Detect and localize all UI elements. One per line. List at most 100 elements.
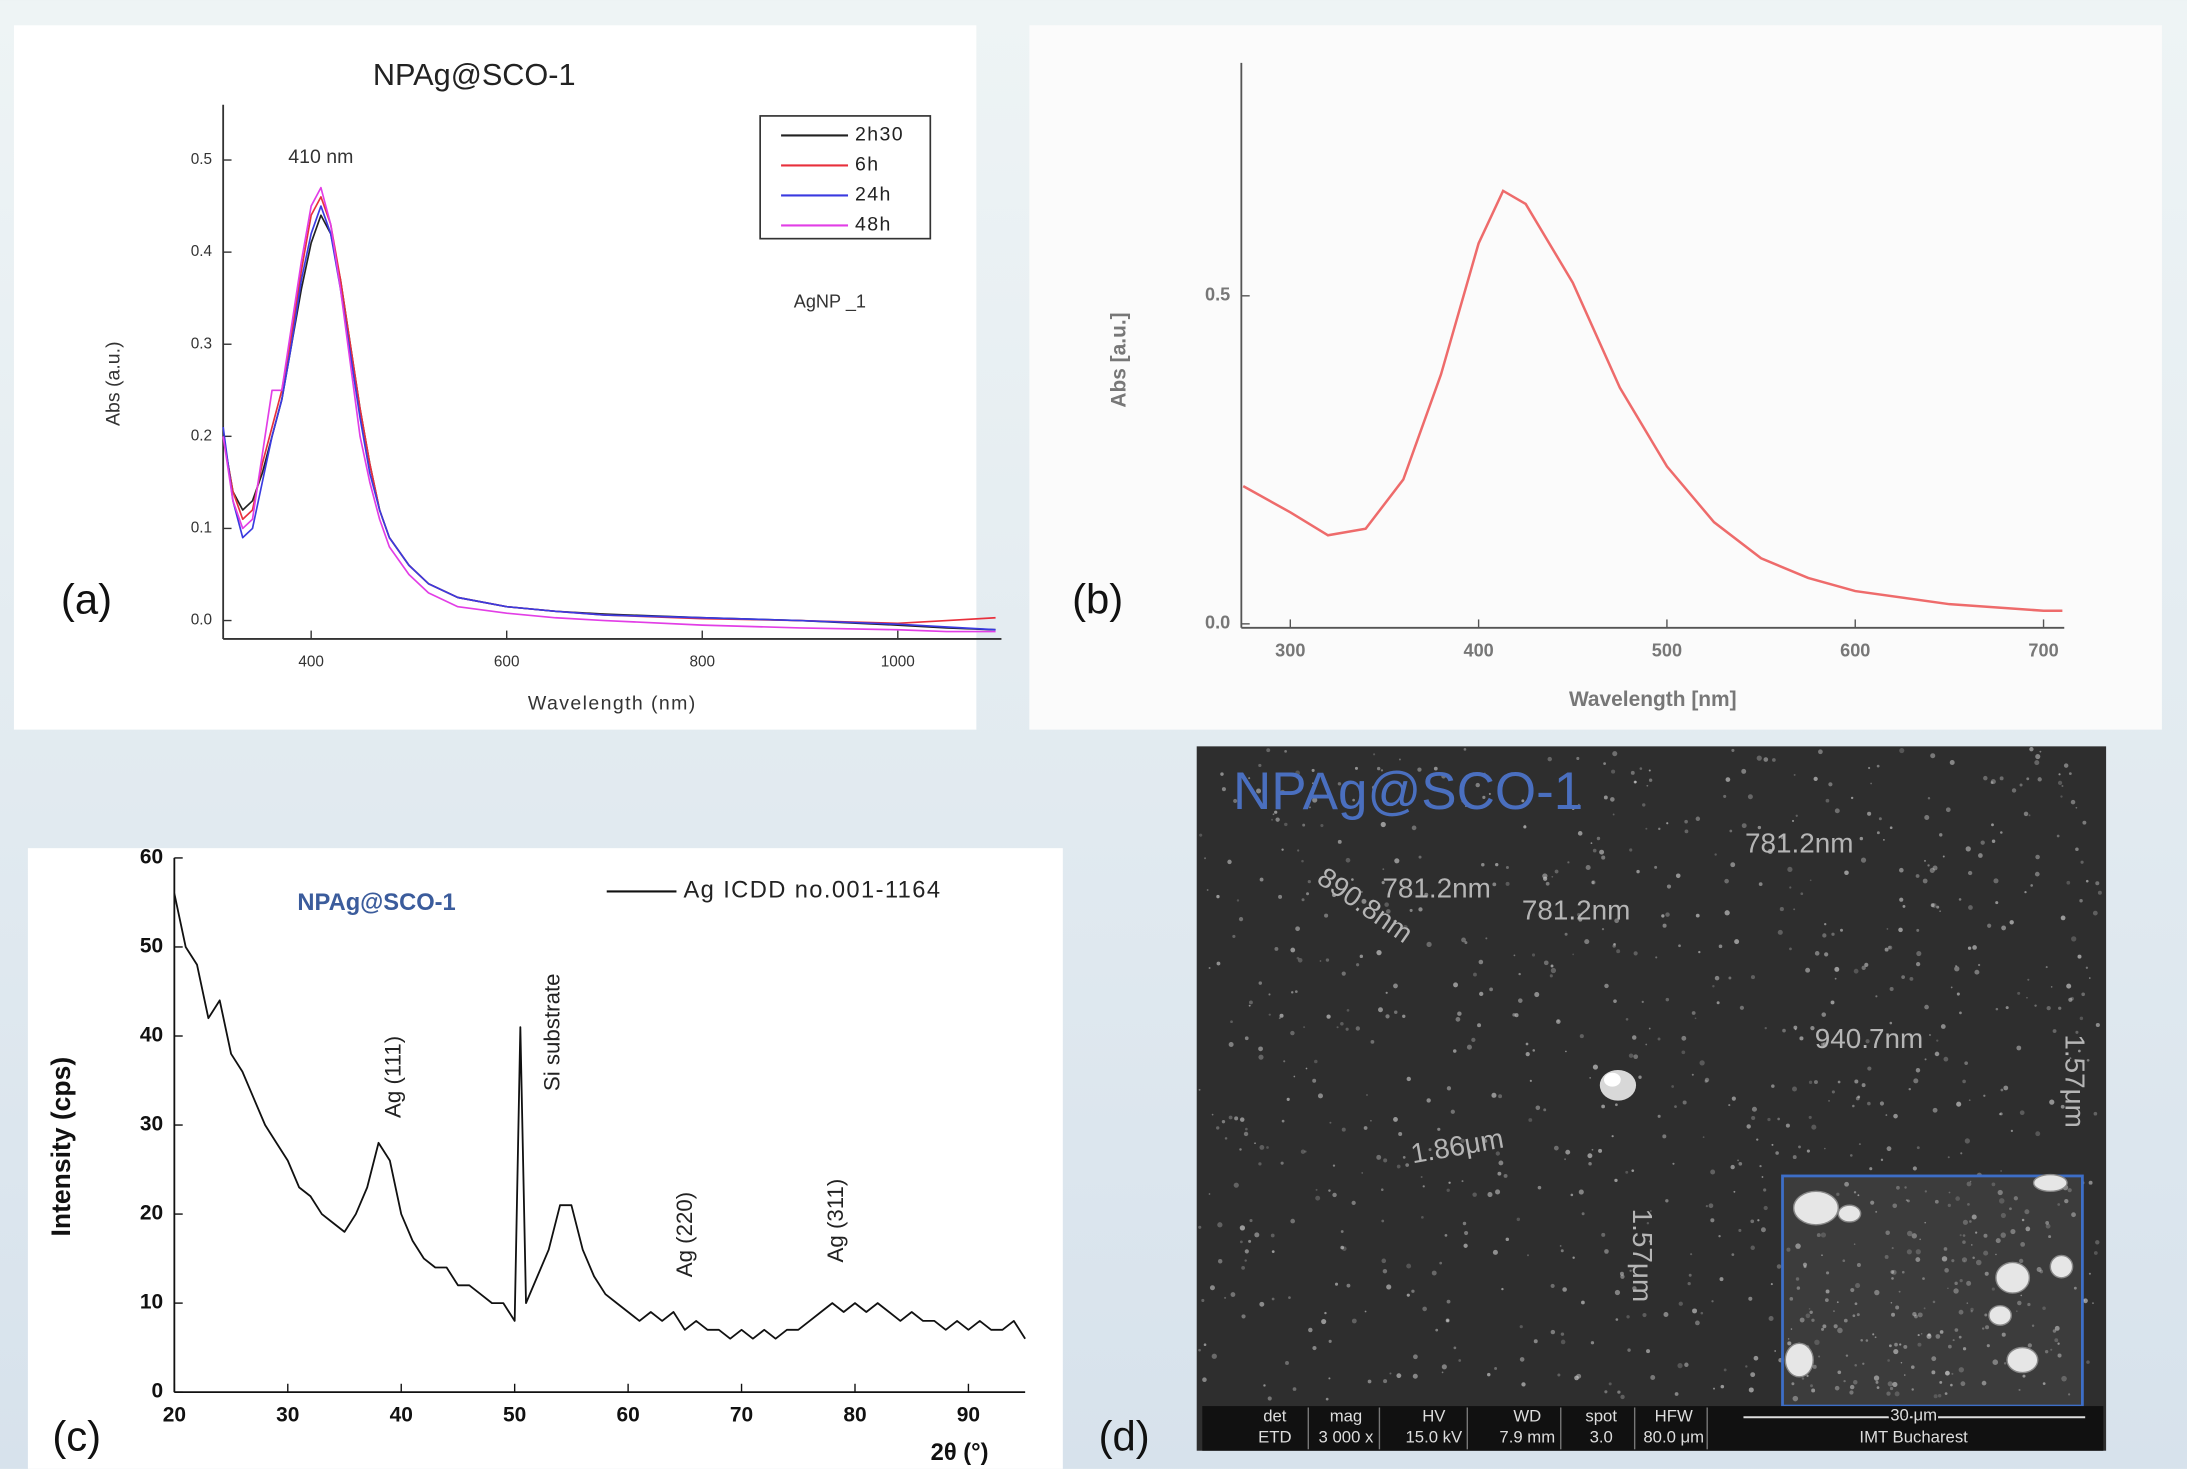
particle [2075, 847, 2079, 852]
particle [1380, 769, 1384, 772]
particle [1259, 1301, 1265, 1307]
particle [1711, 1300, 1714, 1303]
particle [1738, 1161, 1743, 1166]
inset-texture [1790, 1328, 1793, 1330]
inset-texture [1984, 1271, 1989, 1276]
inset-texture [1917, 1312, 1923, 1318]
particle [1764, 1026, 1767, 1030]
inset-texture [1854, 1364, 1857, 1367]
inset-texture [2048, 1235, 2052, 1239]
inset-texture [2009, 1207, 2012, 1211]
particle [1279, 1013, 1284, 1018]
particle [1671, 1085, 1675, 1088]
particle [1228, 1115, 1233, 1120]
particle [1533, 1339, 1538, 1344]
inset-texture [1995, 1238, 2001, 1244]
inset-texture [1915, 1257, 1921, 1262]
particle [1312, 1078, 1317, 1083]
particle [1518, 998, 1523, 1003]
particle [1913, 1078, 1919, 1084]
y-tick-label: 0.4 [191, 243, 213, 260]
particle [1380, 1188, 1384, 1191]
particle [1402, 1014, 1406, 1018]
data-line [173, 893, 1026, 1340]
inset-texture [1962, 1219, 1968, 1225]
particle [2000, 1088, 2004, 1092]
particle [1224, 1137, 1228, 1140]
particle [1393, 919, 1397, 923]
particle [1211, 1113, 1214, 1116]
particle [1481, 863, 1485, 867]
particle [1824, 952, 1829, 957]
inset-particle [2049, 1254, 2074, 1279]
inset-texture [1920, 1332, 1923, 1335]
particle [1613, 942, 1616, 946]
particle [1599, 849, 1605, 855]
particle [1271, 1250, 1275, 1254]
particle [1809, 879, 1812, 882]
particle [1785, 1123, 1790, 1128]
particle [1867, 1066, 1872, 1071]
legend-label: 48h [855, 214, 892, 236]
legend-box [759, 115, 932, 240]
x-tick-label: 400 [1463, 640, 1493, 660]
particle [1779, 907, 1784, 912]
y-tick-label: 30 [140, 1113, 163, 1136]
particle [1868, 766, 1871, 770]
inset-texture [1970, 1307, 1974, 1312]
info-header: det [1263, 1407, 1287, 1426]
inset-texture [2001, 1332, 2006, 1337]
particle [1446, 1188, 1450, 1192]
particle [1216, 961, 1221, 966]
particle [1498, 1160, 1504, 1166]
info-header: mag [1330, 1407, 1363, 1426]
panel-c [27, 848, 1063, 1469]
particle [1256, 788, 1262, 794]
particle [1626, 1315, 1630, 1319]
particle [1684, 819, 1688, 824]
inset-texture [2015, 1310, 2018, 1313]
particle [1978, 853, 1983, 858]
inset-texture [1888, 1344, 1892, 1348]
particle [1738, 1228, 1742, 1232]
inset-texture [1836, 1301, 1839, 1304]
info-bar [1202, 1406, 2104, 1451]
particle [1852, 1104, 1855, 1108]
particle [1745, 1365, 1748, 1368]
particle [1741, 823, 1747, 829]
particle [2085, 966, 2089, 969]
particle [1528, 1118, 1533, 1122]
particle [1340, 1245, 1345, 1250]
particle [2075, 1030, 2079, 1034]
particle [1577, 912, 1581, 917]
particle [1848, 848, 1852, 852]
x-axis-label: 2θ (°) [931, 1440, 989, 1466]
particle [2095, 1022, 2100, 1028]
particle [1292, 1387, 1297, 1391]
inset-texture [2044, 1349, 2049, 1354]
x-tick-label: 80 [843, 1403, 866, 1426]
particle [1980, 840, 1985, 845]
particle [1384, 902, 1389, 907]
particle [1482, 795, 1486, 799]
panel-a [13, 25, 977, 730]
particle [1737, 1159, 1739, 1162]
data-line [1242, 189, 2063, 612]
particle [1614, 1178, 1618, 1183]
particle [1245, 1127, 1248, 1131]
particle [2081, 1060, 2084, 1064]
particle [1818, 749, 1823, 755]
particle [2086, 1360, 2090, 1364]
particle [1611, 769, 1616, 774]
particle [1386, 909, 1391, 914]
particle [1450, 1109, 1455, 1114]
particle [1990, 781, 1994, 784]
particle [1648, 1240, 1651, 1243]
particle [1295, 770, 1300, 776]
particle [1590, 842, 1593, 844]
particle [1315, 1188, 1318, 1191]
particle [1473, 972, 1477, 977]
particle [2011, 788, 2017, 793]
particle [1730, 1164, 1735, 1170]
particle [1584, 939, 1590, 945]
